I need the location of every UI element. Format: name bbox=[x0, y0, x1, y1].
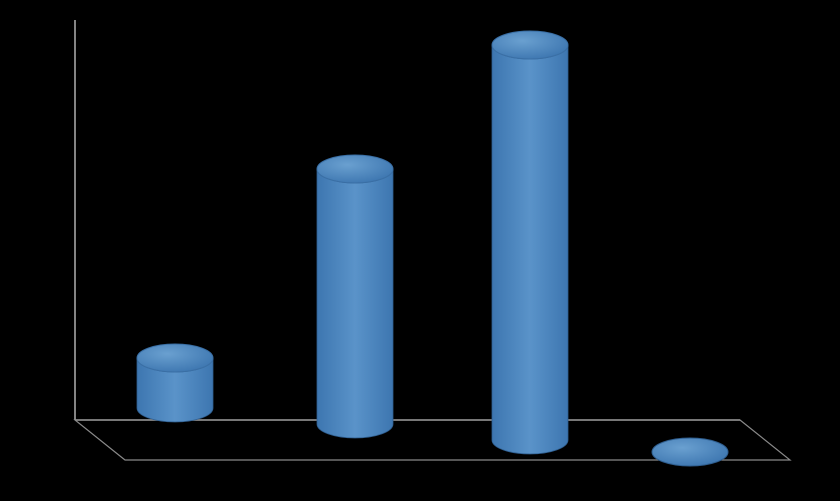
bar-2 bbox=[492, 31, 568, 454]
chart-bars bbox=[137, 31, 728, 466]
bar-chart-3d bbox=[0, 0, 840, 501]
bar-0 bbox=[137, 344, 213, 422]
bar-1 bbox=[317, 155, 393, 438]
bar-3 bbox=[652, 438, 728, 466]
chart-container bbox=[0, 0, 840, 501]
